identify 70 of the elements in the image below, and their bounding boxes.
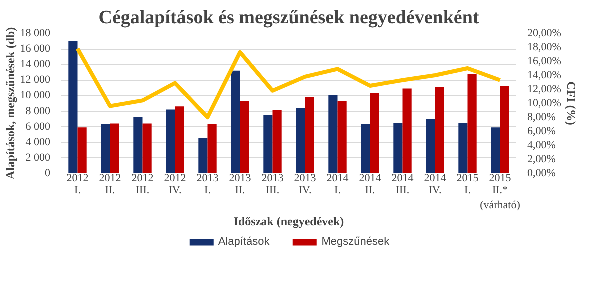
y-tick-label: 12 000 [20,74,51,86]
bar [426,119,436,174]
legend-label: Alapítások [218,236,270,248]
category-label: 2015 I. [456,172,479,196]
category-label: 2013 I. [196,172,219,196]
y2-tick-label: 0,00% [528,168,556,180]
y2-tick-label: 2,00% [528,154,556,166]
bar [101,124,110,174]
bar [500,86,510,174]
y2-tick-label: 4,00% [528,140,556,152]
bar [468,74,477,174]
y-axis-title: Alapítások, megszűnések (db) [3,27,18,180]
category-label: 2013 II. [229,172,252,196]
y-tick-label: 0 [45,168,51,180]
y2-tick-label: 20,00% [528,28,562,40]
bar [142,124,152,174]
category-label: 2014 IV. [424,172,446,196]
y-tick-label: 14 000 [20,58,51,71]
bar [435,87,444,174]
y2-tick-label: 12,00% [528,84,562,96]
y-tick-label: 10 000 [20,90,51,102]
category-label: 2012 II. [99,172,122,196]
y2-tick-label: 14,00% [528,70,562,82]
bar [328,94,338,174]
y-tick-label: 4 000 [26,136,51,148]
bar [296,108,306,174]
bar [208,124,217,174]
y2-tick-label: 8,00% [528,112,556,124]
bar [370,93,380,174]
y2-tick-label: 18,00% [528,42,562,54]
bar [68,41,78,174]
category-label: 2015 II.* (várható) [480,172,520,212]
bar [166,110,176,174]
bar [110,124,120,174]
y2-tick-label: 16,00% [528,56,562,68]
category-label: 2014 II. [359,172,382,196]
bar [134,118,143,174]
bar [361,124,370,174]
bar [491,128,500,174]
bar [305,97,314,174]
y2-tick-label: 10,00% [528,98,562,110]
category-label: 2013 III. [262,172,284,196]
category-label: 2013 IV. [294,172,316,196]
category-label: 2012 I. [66,172,89,196]
line-series [76,46,502,120]
y-tick-label: 18 000 [20,28,51,40]
bar [240,101,250,174]
bar [338,101,347,174]
bar [394,122,403,174]
bar [198,138,208,174]
chart-title: Cégalapítások és megszűnések negyedévenként [98,8,480,28]
bar [402,88,412,174]
x-axis-title: Időszak (negyedévek) [234,214,344,228]
bar [175,106,184,174]
category-label: 2014 I. [326,172,349,196]
bar [272,110,282,174]
y2-axis-title: CFI (%) [564,82,578,126]
category-label: 2012 IV. [164,172,186,196]
y-tick-label: 8 000 [26,105,51,118]
y-tick-label: 6 000 [26,120,51,133]
bar [78,128,87,174]
y-tick-label: 2 000 [26,152,51,164]
bar [264,115,273,174]
y-tick-label: 16 000 [20,43,51,56]
y2-tick-label: 6,00% [528,126,556,138]
legend-label: Megszűnések [322,236,390,248]
category-label: 2014 III. [392,172,414,196]
bar [231,70,240,174]
category-label: 2012 III. [132,172,154,196]
bar [458,122,468,174]
